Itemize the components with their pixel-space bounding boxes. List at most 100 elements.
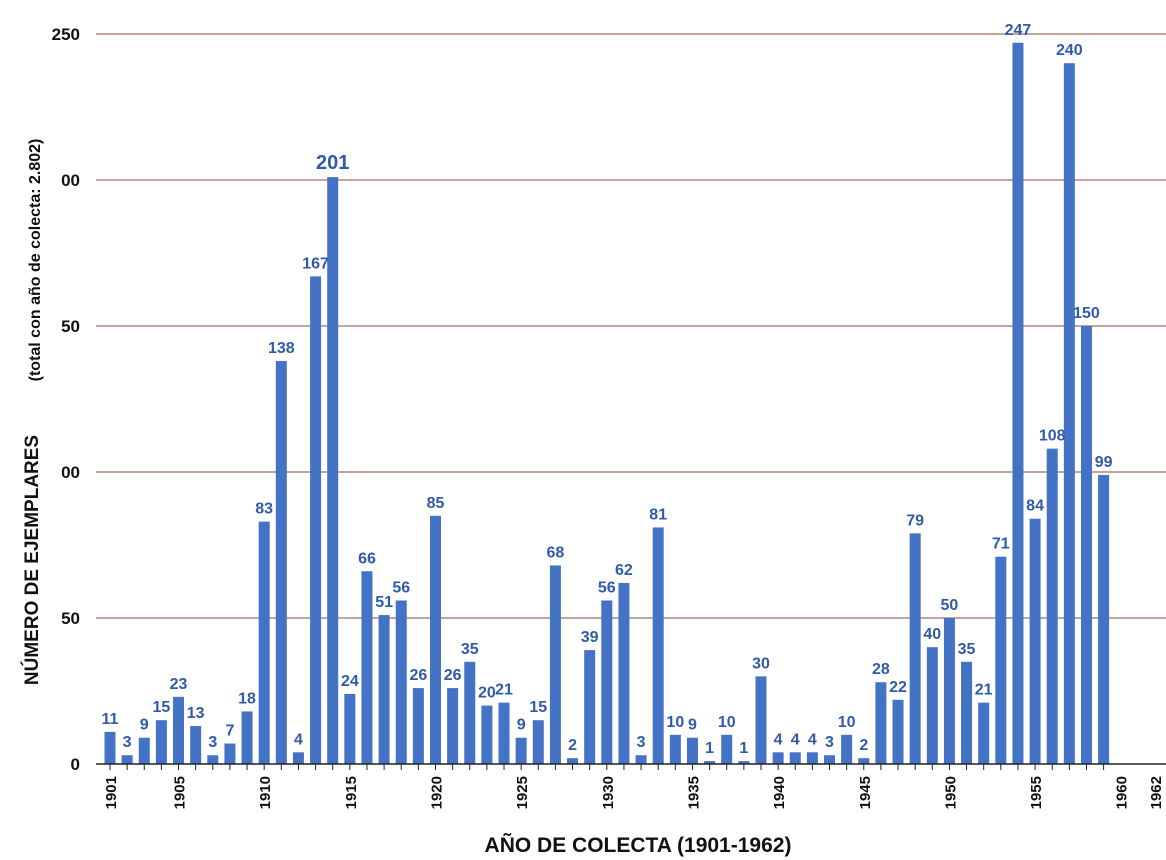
x-tick-label: 1910 (257, 776, 274, 809)
bar-1926 (532, 720, 544, 764)
bar-1936 (704, 761, 716, 764)
bar-1938 (738, 761, 750, 764)
bar-1954 (1012, 42, 1024, 764)
y-tick-label: 00 (61, 171, 80, 190)
x-tick-label: 1915 (343, 776, 360, 809)
bar-1904 (155, 720, 167, 764)
data-label-1934: 10 (666, 714, 684, 731)
data-label-1941: 4 (791, 731, 800, 748)
data-label-1939: 30 (752, 655, 770, 672)
data-label-1942: 4 (808, 731, 817, 748)
data-label-1919: 26 (409, 667, 427, 684)
bar-1925 (515, 737, 527, 764)
bar-1932 (635, 755, 647, 764)
data-label-1943: 3 (825, 734, 834, 751)
bar-1958 (1080, 326, 1092, 764)
gridlines (96, 33, 1166, 619)
bar-1928 (567, 758, 579, 764)
data-label-1922: 35 (461, 641, 479, 658)
data-label-1937: 10 (718, 714, 736, 731)
bar-1905 (173, 696, 185, 764)
x-axis-ticks: 1901 1905 1910 1915 1920 1925 1930 1935 1940 1945… (103, 776, 1165, 809)
data-labels: 1139152313371883138416720124665156268526… (102, 22, 1113, 757)
bar-1947 (892, 699, 904, 764)
data-label-1906: 13 (187, 705, 205, 722)
x-tick-label: 1930 (600, 776, 617, 809)
bar-1941 (789, 752, 801, 764)
bar-1931 (618, 582, 630, 764)
data-label-1944: 10 (838, 714, 856, 731)
x-tick-label: 1940 (771, 776, 788, 809)
y-tick-label: 00 (61, 463, 80, 482)
data-label-1957: 240 (1056, 42, 1083, 59)
data-label-1946: 28 (872, 661, 890, 678)
data-label-1936: 1 (705, 740, 714, 757)
data-label-1930: 56 (598, 579, 616, 596)
y-axis-sublabel: (total con año de colecta: 2.802) (27, 139, 44, 382)
bar-1924 (498, 702, 510, 764)
data-label-1951: 35 (958, 641, 976, 658)
x-tick-label: 1960 (1114, 776, 1131, 809)
data-label-1958: 150 (1073, 305, 1100, 322)
data-label-1945: 2 (859, 737, 868, 754)
data-label-1912: 4 (294, 731, 303, 748)
data-label-1905: 23 (170, 676, 188, 693)
bar-1906 (190, 726, 202, 764)
data-label-1911: 138 (268, 340, 295, 357)
data-label-1947: 22 (889, 679, 907, 696)
bar-1929 (584, 650, 596, 764)
bar-1916 (361, 571, 373, 764)
data-label-1940: 4 (774, 731, 783, 748)
y-axis-label: NÚMERO DE EJEMPLARES (21, 435, 43, 685)
bar-1946 (875, 682, 887, 764)
data-label-1923: 20 (478, 685, 496, 702)
bar-1901 (104, 731, 116, 764)
y-axis-ticks: 0 50 00 50 00 250 (52, 25, 80, 774)
bar-1917 (378, 615, 390, 764)
bar-1912 (292, 752, 304, 764)
y-tick-label: 50 (61, 317, 80, 336)
bar-1930 (601, 600, 613, 764)
data-label-1928: 2 (568, 737, 577, 754)
bar-1949 (926, 647, 938, 764)
bar-1910 (258, 521, 270, 764)
bar-1927 (549, 565, 561, 764)
x-tick-label: 1945 (857, 776, 874, 809)
data-label-1921: 26 (444, 667, 462, 684)
bar-1956 (1046, 448, 1058, 764)
data-label-1909: 18 (238, 690, 256, 707)
data-label-1926: 15 (529, 699, 547, 716)
x-tick-label: 1950 (942, 776, 959, 809)
data-label-1907: 3 (208, 734, 217, 751)
bar-1915 (344, 693, 356, 764)
data-label-1918: 56 (392, 579, 410, 596)
data-label-1929: 39 (581, 629, 599, 646)
data-label-1913: 167 (302, 255, 329, 272)
data-label-1955: 84 (1026, 498, 1044, 515)
bar-1922 (464, 661, 476, 764)
data-label-1949: 40 (923, 626, 941, 643)
bar-1952 (978, 702, 990, 764)
y-tick-label: 50 (61, 609, 80, 628)
data-label-1902: 3 (123, 734, 132, 751)
data-label-1948: 79 (906, 512, 924, 529)
data-label-1938: 1 (739, 740, 748, 757)
bar-1940 (772, 752, 784, 764)
bar-1953 (995, 556, 1007, 764)
bar-1911 (275, 361, 287, 764)
data-label-1901: 11 (102, 711, 119, 728)
data-label-1935: 9 (688, 717, 697, 734)
y-tick-label: 250 (52, 25, 80, 44)
y-tick-label: 0 (71, 755, 80, 774)
data-label-1917: 51 (375, 594, 393, 611)
data-label-1904: 15 (152, 699, 170, 716)
bar-1909 (241, 711, 253, 764)
data-label-1931: 62 (615, 562, 633, 579)
bar-1913 (310, 276, 322, 764)
data-label-1954: 247 (1005, 22, 1032, 39)
bar-1942 (806, 752, 818, 764)
bar-1955 (1029, 518, 1041, 764)
bar-1957 (1063, 63, 1075, 764)
bar-1959 (1098, 474, 1110, 764)
bar-1918 (395, 600, 407, 764)
